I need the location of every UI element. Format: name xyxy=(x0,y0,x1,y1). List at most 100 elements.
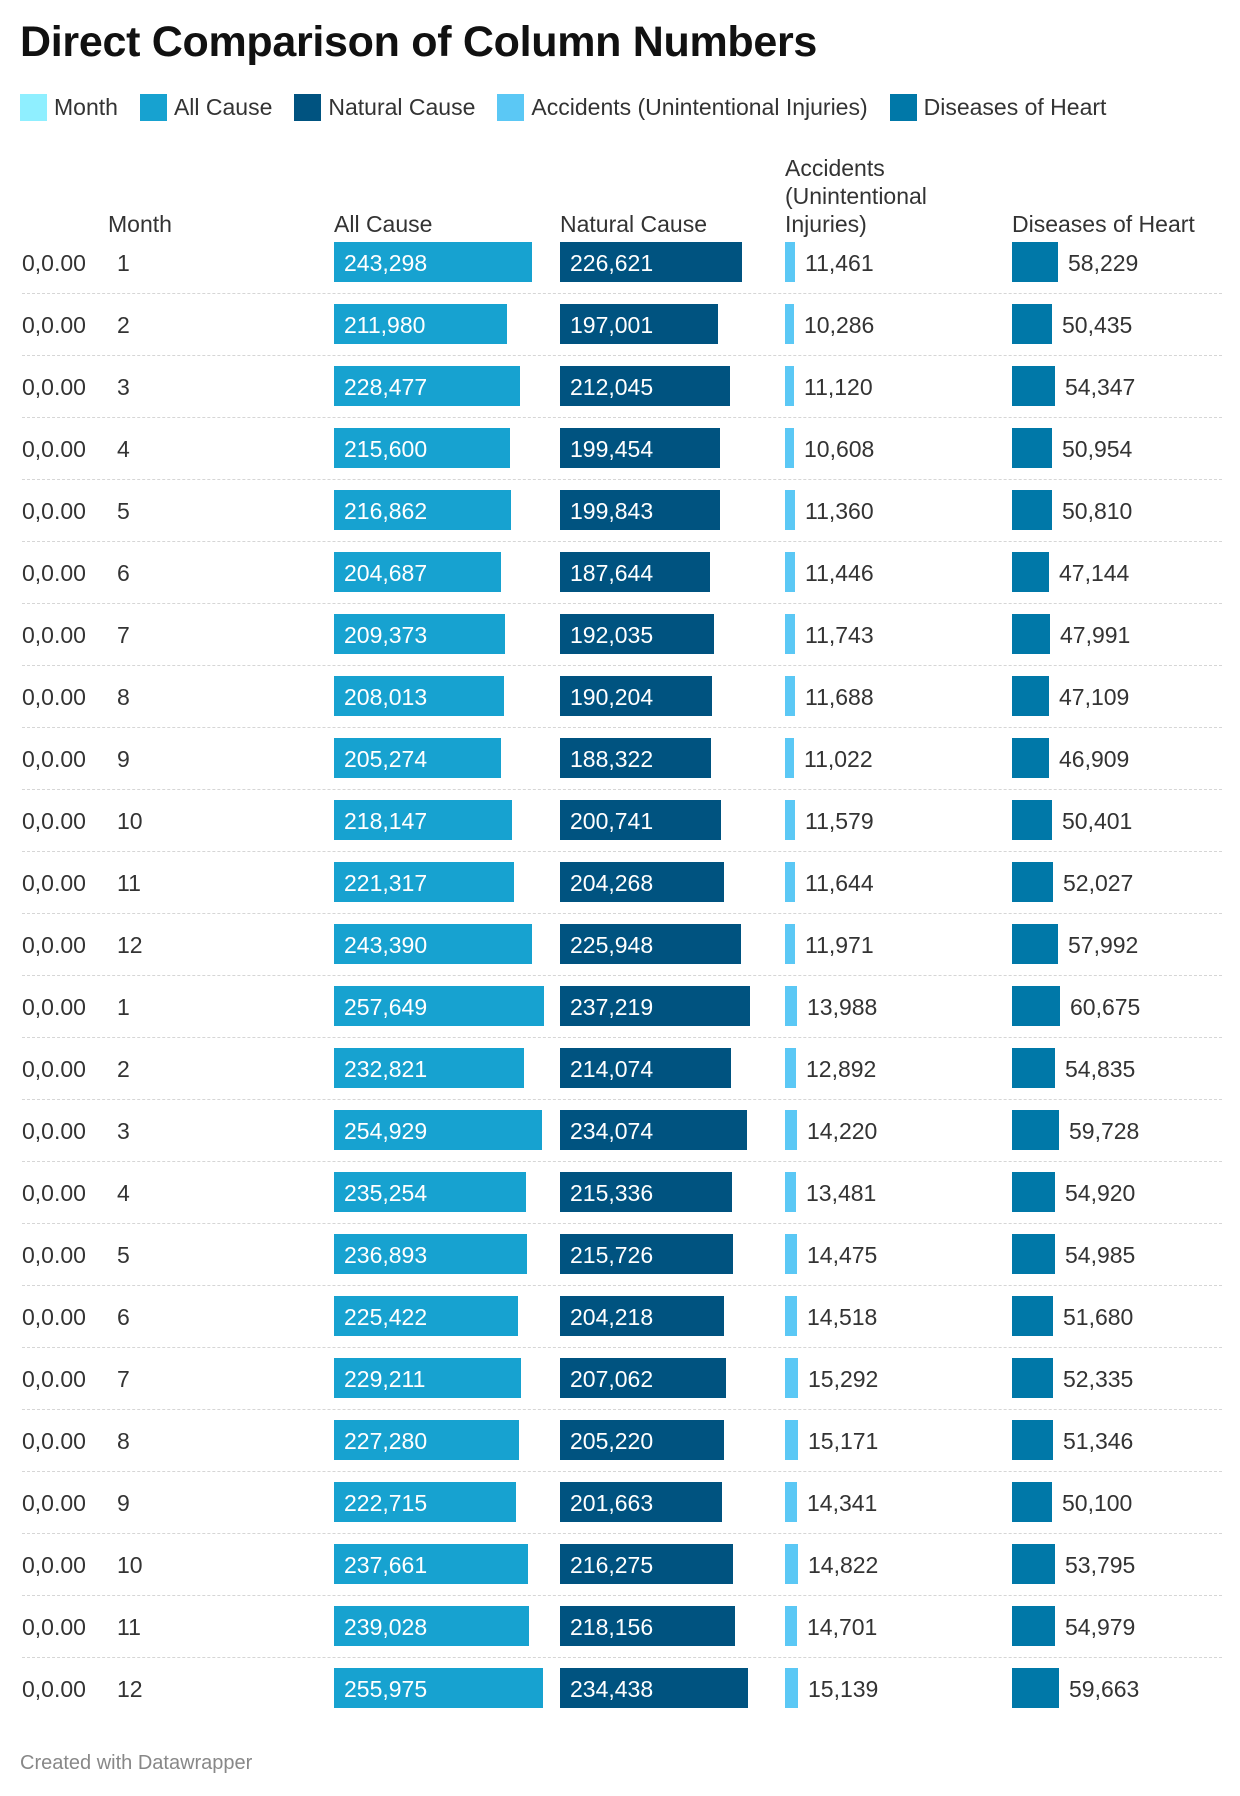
natural-cause-value-label: 226,621 xyxy=(570,250,654,276)
all-cause-value-label: 236,893 xyxy=(344,1242,428,1268)
month-cell: 9 xyxy=(117,746,130,772)
natural-cause-bar xyxy=(560,1420,724,1460)
accidents-value-label: 11,579 xyxy=(805,808,874,834)
accidents-bar xyxy=(785,1296,797,1336)
accidents-value-label: 12,892 xyxy=(806,1056,877,1082)
accidents-bar xyxy=(785,1048,796,1088)
month-cell: 4 xyxy=(117,436,130,462)
diseases-of-heart-bar xyxy=(1012,1296,1053,1336)
row-divider xyxy=(22,603,1222,604)
natural-cause-bar xyxy=(560,676,712,716)
diseases-of-heart-bar xyxy=(1012,676,1049,716)
row-divider xyxy=(22,1595,1222,1596)
all-cause-value-label: 204,687 xyxy=(344,560,428,586)
all-cause-bar xyxy=(334,738,501,778)
natural-cause-value-label: 204,268 xyxy=(570,870,654,896)
all-cause-bar xyxy=(334,862,514,902)
diseases-of-heart-bar xyxy=(1012,552,1049,592)
row-divider xyxy=(22,355,1222,356)
natural-cause-bar xyxy=(560,738,711,778)
natural-cause-bar xyxy=(560,1234,733,1274)
accidents-value-label: 15,171 xyxy=(808,1428,879,1454)
row-divider xyxy=(22,1347,1222,1348)
table-row: 0,0.00 8 227,280 205,220 15,171 51,346 xyxy=(0,1410,1240,1472)
table-row: 0,0.00 3 228,477 212,045 11,120 54,347 xyxy=(0,356,1240,418)
natural-cause-value-label: 215,336 xyxy=(570,1180,654,1206)
accidents-value-label: 11,971 xyxy=(805,932,874,958)
natural-cause-value-label: 201,663 xyxy=(570,1490,654,1516)
legend-swatch xyxy=(497,93,525,121)
natural-cause-value-label: 199,454 xyxy=(570,436,654,462)
diseases-of-heart-bar xyxy=(1012,1048,1055,1088)
accidents-bar xyxy=(785,738,794,778)
natural-cause-value-label: 234,438 xyxy=(570,1676,654,1702)
accidents-bar xyxy=(785,1420,798,1460)
table-row: 0,0.00 10 218,147 200,741 11,579 50,401 xyxy=(0,790,1240,852)
table-row: 0,0.00 5 216,862 199,843 11,360 50,810 xyxy=(0,480,1240,542)
diseases-of-heart-bar xyxy=(1012,304,1052,344)
month-cell: 1 xyxy=(117,994,130,1020)
chart-title: Direct Comparison of Column Numbers xyxy=(20,18,818,66)
legend-label: Natural Cause xyxy=(328,93,476,120)
accidents-value-label: 10,608 xyxy=(804,436,875,462)
all-cause-value-label: 243,390 xyxy=(344,932,428,958)
diseases-of-heart-value-label: 46,909 xyxy=(1059,746,1130,772)
accidents-value-label: 14,341 xyxy=(807,1490,878,1516)
all-cause-value-label: 237,661 xyxy=(344,1552,428,1578)
row-divider xyxy=(22,293,1222,294)
row-prefix: 0,0.00 xyxy=(22,312,86,338)
table-row: 0,0.00 9 205,274 188,322 11,022 46,909 xyxy=(0,728,1240,790)
natural-cause-value-label: 216,275 xyxy=(570,1552,654,1578)
table-row: 0,0.00 6 204,687 187,644 11,446 47,144 xyxy=(0,542,1240,604)
all-cause-value-label: 235,254 xyxy=(344,1180,428,1206)
accidents-bar xyxy=(785,1606,797,1646)
month-cell: 3 xyxy=(117,374,130,400)
month-cell: 6 xyxy=(117,560,130,586)
row-divider xyxy=(22,913,1222,914)
diseases-of-heart-value-label: 50,810 xyxy=(1062,498,1133,524)
month-cell: 5 xyxy=(117,1242,130,1268)
all-cause-bar xyxy=(334,304,507,344)
natural-cause-bar xyxy=(560,1110,747,1150)
table-row: 0,0.00 6 225,422 204,218 14,518 51,680 xyxy=(0,1286,1240,1348)
diseases-of-heart-bar xyxy=(1012,1234,1055,1274)
legend-item: Accidents (Unintentional Injuries) xyxy=(497,93,868,121)
row-divider xyxy=(22,1161,1222,1162)
accidents-bar xyxy=(785,1482,797,1522)
row-prefix: 0,0.00 xyxy=(22,1490,86,1516)
table-row: 0,0.00 4 235,254 215,336 13,481 54,920 xyxy=(0,1162,1240,1224)
accidents-value-label: 11,644 xyxy=(805,870,874,896)
diseases-of-heart-bar xyxy=(1012,428,1052,468)
row-prefix: 0,0.00 xyxy=(22,746,86,772)
row-prefix: 0,0.00 xyxy=(22,250,86,276)
all-cause-value-label: 255,975 xyxy=(344,1676,428,1702)
all-cause-bar xyxy=(334,490,511,530)
row-divider xyxy=(22,1533,1222,1534)
diseases-of-heart-bar xyxy=(1012,1420,1053,1460)
accidents-value-label: 13,481 xyxy=(806,1180,877,1206)
all-cause-bar xyxy=(334,924,532,964)
diseases-of-heart-bar xyxy=(1012,1482,1052,1522)
diseases-of-heart-value-label: 47,109 xyxy=(1059,684,1130,710)
table-row: 0,0.00 1 257,649 237,219 13,988 60,675 xyxy=(0,976,1240,1038)
accidents-value-label: 14,822 xyxy=(808,1552,879,1578)
all-cause-bar xyxy=(334,1544,528,1584)
natural-cause-value-label: 237,219 xyxy=(570,994,654,1020)
row-divider xyxy=(22,851,1222,852)
accidents-value-label: 11,446 xyxy=(805,560,874,586)
diseases-of-heart-bar xyxy=(1012,1172,1055,1212)
accidents-value-label: 11,360 xyxy=(805,498,874,524)
accidents-bar xyxy=(785,552,795,592)
natural-cause-value-label: 199,843 xyxy=(570,498,654,524)
table-row: 0,0.00 11 239,028 218,156 14,701 54,979 xyxy=(0,1596,1240,1658)
row-divider xyxy=(22,1471,1222,1472)
accidents-value-label: 14,220 xyxy=(807,1118,878,1144)
row-divider xyxy=(22,541,1222,542)
column-header-month: Month xyxy=(108,211,172,237)
row-divider xyxy=(22,665,1222,666)
natural-cause-value-label: 218,156 xyxy=(570,1614,654,1640)
accidents-bar xyxy=(785,1358,798,1398)
legend-item: Diseases of Heart xyxy=(889,93,1106,121)
row-divider xyxy=(22,1037,1222,1038)
table-row: 0,0.00 3 254,929 234,074 14,220 59,728 xyxy=(0,1100,1240,1162)
